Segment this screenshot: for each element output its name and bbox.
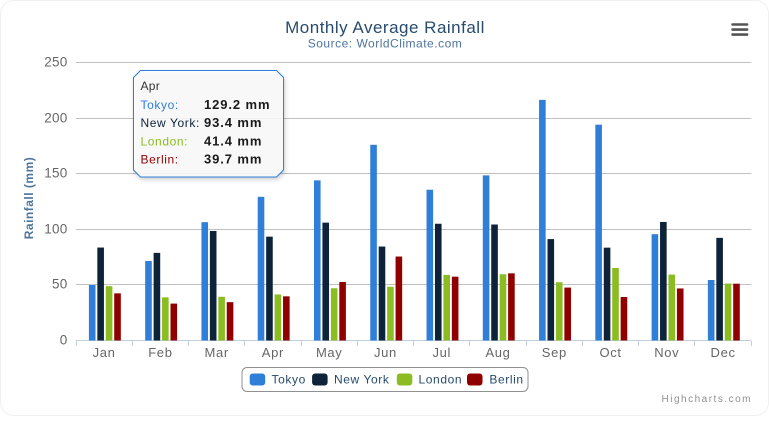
- svg-text:129.2 mm: 129.2 mm: [204, 97, 270, 112]
- svg-text:93.4 mm: 93.4 mm: [204, 115, 262, 130]
- svg-text:Rainfall (mm): Rainfall (mm): [22, 157, 36, 240]
- svg-text:Jun: Jun: [374, 345, 397, 360]
- svg-text:Dec: Dec: [711, 345, 736, 360]
- svg-text:London:: London:: [141, 134, 189, 148]
- svg-text:50: 50: [52, 277, 68, 292]
- svg-text:Apr: Apr: [262, 345, 284, 360]
- svg-text:Aug: Aug: [485, 345, 510, 360]
- svg-text:Oct: Oct: [600, 345, 622, 360]
- svg-text:250: 250: [44, 55, 67, 70]
- svg-text:Monthly Average Rainfall: Monthly Average Rainfall: [285, 18, 485, 37]
- svg-text:Highcharts.com: Highcharts.com: [662, 394, 752, 405]
- svg-text:100: 100: [44, 222, 67, 237]
- svg-text:Apr: Apr: [141, 79, 161, 93]
- svg-text:London: London: [419, 373, 463, 387]
- svg-text:Tokyo:: Tokyo:: [141, 98, 179, 112]
- svg-text:200: 200: [44, 111, 67, 126]
- svg-text:Berlin: Berlin: [489, 373, 523, 387]
- svg-text:New York: New York: [334, 373, 390, 387]
- svg-text:0: 0: [60, 333, 68, 348]
- svg-text:Jul: Jul: [433, 345, 452, 360]
- svg-text:39.7 mm: 39.7 mm: [204, 152, 262, 167]
- svg-text:Nov: Nov: [654, 345, 679, 360]
- svg-text:Jan: Jan: [93, 345, 116, 360]
- svg-text:New York:: New York:: [141, 116, 200, 130]
- svg-text:Tokyo: Tokyo: [272, 373, 306, 387]
- svg-text:41.4 mm: 41.4 mm: [204, 133, 262, 148]
- svg-text:Mar: Mar: [205, 345, 229, 360]
- svg-text:150: 150: [44, 166, 67, 181]
- svg-text:Source: WorldClimate.com: Source: WorldClimate.com: [308, 37, 463, 51]
- svg-text:May: May: [316, 345, 343, 360]
- svg-text:Berlin:: Berlin:: [141, 153, 179, 167]
- svg-text:Feb: Feb: [148, 345, 172, 360]
- svg-text:Sep: Sep: [542, 345, 567, 360]
